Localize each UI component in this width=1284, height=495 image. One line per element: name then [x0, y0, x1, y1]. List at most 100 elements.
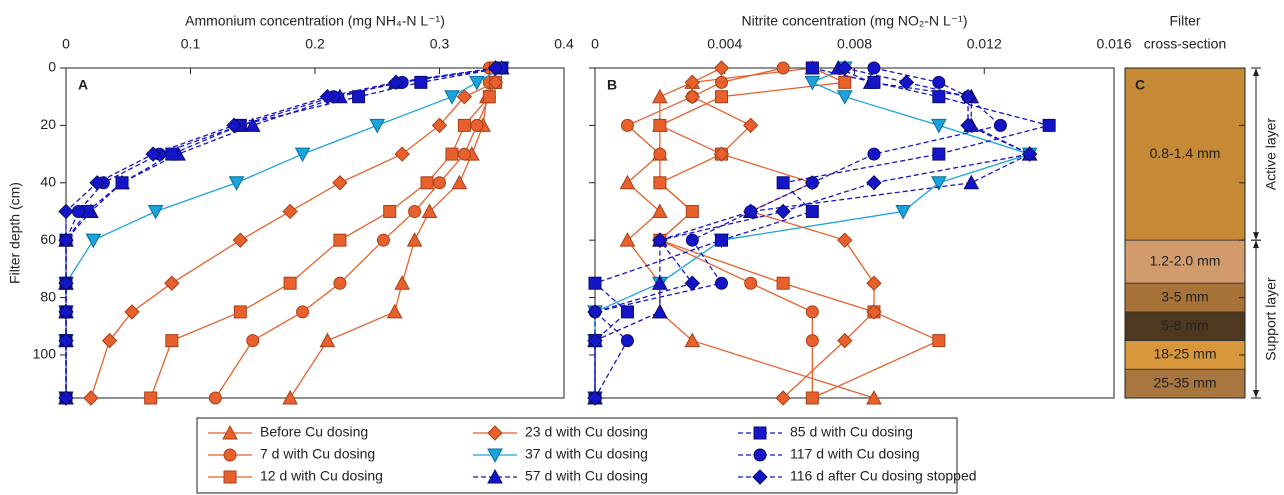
marker: [805, 204, 819, 218]
y-tick-label: 20: [40, 116, 56, 132]
marker: [246, 334, 260, 348]
marker: [386, 303, 403, 319]
x-tick-label: 0.2: [305, 36, 325, 52]
series-line: [691, 67, 875, 399]
marker: [715, 233, 729, 247]
marker: [866, 389, 882, 405]
marker: [233, 305, 247, 319]
marker: [867, 61, 881, 75]
marker: [866, 304, 882, 320]
marker: [58, 275, 74, 291]
layer-frame: [1124, 67, 1246, 399]
marker: [319, 88, 336, 105]
marker: [931, 176, 947, 191]
marker: [487, 74, 504, 91]
series-line: [65, 67, 502, 398]
marker: [282, 203, 298, 220]
marker: [838, 75, 852, 89]
marker: [931, 118, 947, 134]
legend-marker: [222, 424, 238, 440]
marker: [715, 75, 729, 89]
marker: [652, 232, 668, 248]
marker: [620, 334, 634, 348]
marker: [165, 334, 179, 348]
layer-label: 3-5 mm: [1161, 288, 1208, 304]
panel-label: A: [78, 77, 88, 93]
marker: [866, 175, 882, 191]
marker: [470, 118, 484, 132]
marker: [653, 147, 667, 161]
marker: [58, 232, 74, 248]
x-tick-label: 0.012: [967, 36, 1002, 52]
marker: [685, 204, 699, 218]
x-axis-title: Ammonium concentration (mg NH₄-N L⁻¹): [185, 13, 445, 29]
x-tick-label: 0.3: [430, 36, 450, 52]
series-line: [150, 68, 497, 399]
marker: [805, 176, 819, 190]
layer: [1124, 67, 1246, 241]
legend-marker: [223, 448, 237, 462]
marker: [742, 117, 759, 134]
legend-label: 85 d with Cu dosing: [790, 424, 913, 440]
legend-marker: [753, 448, 767, 462]
marker: [147, 204, 164, 220]
marker: [333, 276, 347, 290]
marker: [685, 233, 699, 247]
marker: [993, 118, 1007, 132]
y-tick-label: 0: [48, 59, 56, 75]
marker: [587, 332, 603, 349]
marker: [744, 204, 758, 218]
y-tick-label: 100: [33, 346, 57, 362]
series-line: [593, 67, 1002, 399]
legend-label: 7 d with Cu dosing: [260, 446, 375, 462]
layer-label: 5-8 mm: [1161, 317, 1208, 333]
marker: [414, 75, 428, 89]
legend-label: 117 d with Cu dosing: [790, 446, 920, 462]
marker: [866, 275, 882, 291]
marker: [587, 390, 603, 406]
y-tick-label: 80: [40, 288, 56, 304]
series-line: [594, 67, 1032, 398]
y-tick-label: 40: [40, 173, 56, 189]
bracket-label: Support layer: [1263, 277, 1279, 361]
marker: [352, 90, 366, 104]
marker: [383, 204, 397, 218]
marker: [836, 90, 853, 105]
panel-label: B: [607, 77, 617, 93]
marker: [369, 118, 386, 134]
marker: [744, 276, 758, 290]
series-line: [65, 67, 502, 398]
marker: [456, 88, 473, 105]
marker: [232, 232, 249, 248]
marker: [58, 390, 74, 406]
layer-label: 1.2-2.0 mm: [1150, 252, 1221, 268]
marker: [963, 174, 980, 190]
marker: [684, 332, 701, 348]
layer: [1124, 368, 1246, 399]
marker: [619, 174, 636, 190]
marker: [294, 147, 311, 163]
marker: [1042, 118, 1056, 132]
marker: [388, 74, 404, 91]
legend-marker: [752, 469, 768, 485]
marker: [713, 60, 730, 76]
marker: [837, 60, 853, 76]
marker: [228, 176, 245, 191]
marker: [804, 75, 821, 91]
legend-label: 37 d with Cu dosing: [525, 446, 648, 462]
marker: [332, 175, 348, 191]
marker: [805, 61, 819, 75]
marker: [776, 61, 790, 75]
marker: [653, 118, 667, 132]
marker: [58, 304, 74, 320]
marker: [444, 90, 460, 105]
marker: [652, 203, 668, 218]
marker: [394, 146, 410, 162]
panel-title: cross-section: [1144, 36, 1226, 52]
marker: [457, 147, 471, 161]
marker: [101, 332, 118, 349]
legend-label: 12 d with Cu dosing: [260, 468, 383, 484]
legend-marker: [487, 448, 503, 464]
marker: [932, 334, 946, 348]
